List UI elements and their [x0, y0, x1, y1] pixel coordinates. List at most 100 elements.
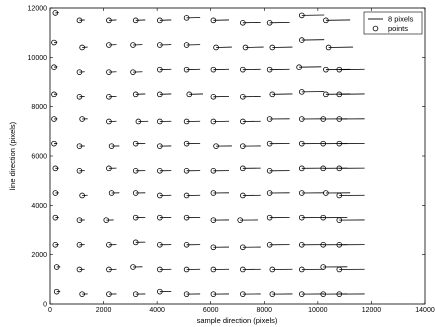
data-point	[183, 118, 190, 125]
data-point	[210, 118, 217, 125]
x-tick-label: 6000	[203, 307, 219, 314]
data-point	[320, 242, 327, 248]
y-tick-label: 8000	[31, 104, 47, 111]
data-point	[157, 192, 163, 199]
data-point	[51, 140, 57, 147]
data-point	[210, 168, 217, 174]
data-point	[266, 116, 273, 122]
x-axis-label: sample direction (pixels)	[197, 316, 278, 325]
x-tick-label: 12000	[362, 307, 382, 314]
data-point	[76, 217, 83, 223]
data-point	[76, 266, 83, 273]
data-point	[51, 39, 57, 46]
data-point	[266, 66, 273, 73]
data-point	[320, 165, 327, 172]
axis-ticks: 0 2000 4000 6000 8000 10000 12000 14000 0 2000 400…	[28, 6, 435, 315]
data-point	[130, 69, 136, 75]
data-point	[52, 10, 59, 16]
data-point	[76, 17, 83, 24]
data-point	[183, 168, 190, 174]
y-tick-label: 6000	[31, 154, 47, 161]
data-point	[183, 214, 190, 221]
data-point	[106, 165, 112, 172]
data-point	[132, 91, 139, 98]
data-point	[52, 165, 59, 172]
chart-marks	[51, 10, 365, 297]
y-tick-label: 10000	[28, 55, 48, 62]
x-tick-label: 4000	[149, 307, 165, 314]
data-point	[323, 91, 329, 98]
data-point	[132, 214, 139, 221]
x-tick-label: 0	[48, 307, 52, 314]
y-tick-label: 0	[43, 302, 47, 309]
data-point	[76, 242, 83, 248]
data-point	[266, 190, 273, 196]
data-point	[323, 17, 329, 24]
data-point	[323, 190, 329, 196]
data-point	[103, 217, 110, 223]
data-point	[269, 266, 276, 273]
data-point	[52, 214, 59, 221]
data-point	[240, 165, 246, 172]
x-tick-label: 2000	[96, 307, 112, 314]
data-point	[210, 291, 217, 297]
data-point	[130, 264, 136, 270]
x-tick-label: 14000	[415, 307, 435, 314]
data-point	[242, 44, 249, 51]
plot-frame	[49, 7, 426, 305]
data-point	[298, 37, 305, 43]
data-point	[298, 116, 305, 122]
data-point	[266, 168, 273, 174]
data-point	[210, 190, 217, 196]
data-point	[336, 242, 343, 248]
data-point	[106, 242, 112, 248]
data-point	[210, 17, 217, 24]
data-point	[210, 94, 217, 100]
data-point	[240, 244, 246, 251]
data-point	[240, 118, 246, 125]
data-point	[183, 242, 190, 248]
data-point	[108, 190, 115, 196]
data-point	[79, 291, 85, 297]
data-point	[240, 266, 246, 273]
data-point	[336, 192, 343, 199]
data-point	[52, 190, 59, 196]
data-point	[132, 190, 139, 196]
data-point	[76, 143, 83, 149]
data-point	[240, 291, 246, 297]
data-point	[106, 17, 112, 24]
y-tick-label: 12000	[28, 6, 48, 13]
data-point	[336, 291, 343, 297]
data-point	[213, 143, 219, 149]
data-point	[106, 291, 112, 297]
data-point	[106, 266, 112, 273]
data-point	[210, 266, 217, 273]
data-point	[157, 42, 163, 48]
data-point	[240, 66, 246, 73]
data-point	[183, 15, 190, 21]
data-point	[266, 242, 273, 248]
data-point	[157, 288, 163, 295]
data-point	[298, 190, 305, 196]
data-point	[106, 94, 112, 100]
x-tick-label: 10000	[308, 307, 328, 314]
data-point	[336, 217, 343, 223]
data-point	[157, 91, 163, 98]
data-point	[183, 140, 190, 147]
data-point	[132, 168, 139, 174]
data-point	[296, 64, 302, 70]
data-point	[298, 165, 305, 172]
data-point	[336, 165, 343, 172]
data-point	[298, 266, 305, 273]
data-point	[183, 66, 190, 73]
data-point	[336, 116, 343, 122]
data-point	[51, 91, 57, 98]
data-point	[106, 69, 112, 75]
data-point	[320, 264, 327, 270]
data-point	[325, 44, 332, 51]
data-point	[157, 214, 163, 221]
data-point	[210, 244, 217, 251]
data-point	[266, 140, 273, 147]
data-point	[298, 140, 305, 147]
